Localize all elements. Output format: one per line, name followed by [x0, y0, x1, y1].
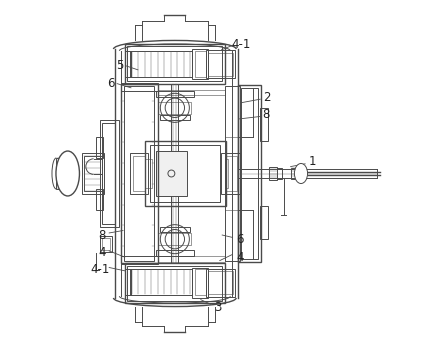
Bar	[125, 263, 225, 303]
Bar	[241, 88, 258, 259]
Bar	[84, 155, 101, 192]
Bar	[100, 236, 112, 252]
Bar	[260, 108, 268, 141]
Bar	[124, 86, 155, 261]
Bar	[158, 233, 191, 245]
Bar	[291, 168, 302, 179]
Bar	[158, 102, 191, 114]
Ellipse shape	[295, 163, 307, 184]
Bar	[158, 256, 225, 262]
Bar	[97, 189, 103, 210]
Bar	[206, 50, 235, 78]
Bar	[145, 159, 152, 188]
Bar	[194, 269, 206, 295]
Bar	[238, 85, 260, 262]
Bar	[130, 269, 192, 295]
Bar	[156, 91, 194, 98]
Bar	[269, 167, 277, 180]
Text: 8: 8	[99, 229, 106, 242]
Bar	[171, 84, 178, 263]
Bar	[100, 120, 119, 227]
Bar	[121, 256, 158, 264]
Bar	[277, 168, 282, 179]
Bar	[82, 153, 104, 194]
Bar	[125, 269, 131, 295]
Bar	[128, 266, 222, 301]
Bar	[130, 51, 192, 77]
Bar	[192, 268, 208, 298]
Bar	[158, 90, 225, 95]
Text: 3: 3	[214, 301, 222, 314]
Bar	[128, 46, 222, 81]
Bar	[133, 155, 145, 192]
Bar	[206, 269, 235, 297]
Bar	[221, 153, 240, 194]
Bar	[225, 155, 237, 192]
Bar	[125, 51, 131, 77]
Bar	[194, 51, 206, 77]
Bar	[121, 83, 158, 91]
Text: 6: 6	[107, 77, 115, 90]
Ellipse shape	[56, 151, 79, 196]
Bar	[225, 159, 229, 188]
Bar	[102, 124, 115, 223]
Bar	[225, 86, 240, 261]
Bar	[125, 44, 225, 84]
Bar	[260, 206, 268, 239]
Bar	[130, 153, 148, 194]
Bar	[145, 141, 226, 206]
Bar	[208, 271, 233, 295]
Bar	[97, 137, 103, 158]
Bar	[56, 158, 70, 189]
Bar	[160, 115, 190, 120]
Text: 6: 6	[236, 233, 244, 246]
Text: 4-1: 4-1	[232, 39, 251, 51]
Bar	[156, 249, 194, 256]
Text: 4: 4	[236, 251, 244, 264]
Text: 2: 2	[263, 91, 270, 104]
Bar	[192, 49, 208, 79]
Bar	[102, 238, 110, 250]
Text: 1: 1	[308, 155, 316, 168]
Bar	[208, 52, 233, 76]
Bar	[150, 145, 221, 202]
Text: 4-1: 4-1	[90, 263, 109, 276]
Bar	[156, 151, 187, 196]
Text: 4: 4	[98, 246, 106, 260]
Bar	[121, 84, 158, 263]
Text: 8: 8	[263, 108, 270, 121]
Text: 5: 5	[116, 59, 123, 72]
Bar	[160, 227, 190, 232]
